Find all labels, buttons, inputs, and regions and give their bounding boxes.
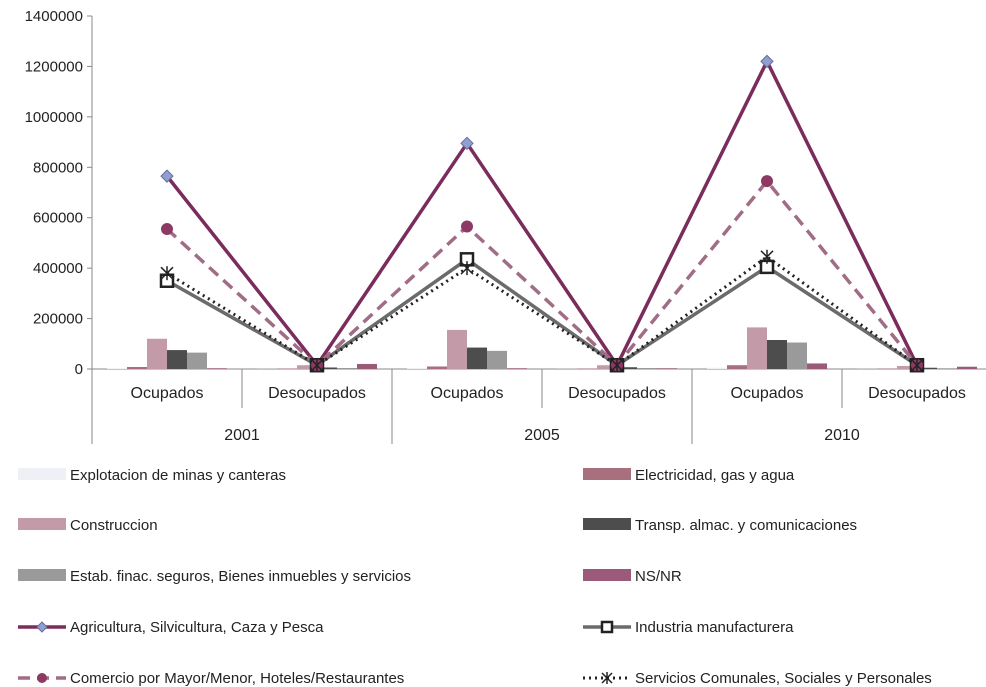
category-label: Ocupados (431, 385, 504, 402)
y-tick-label: 1400000 (25, 8, 83, 25)
line-point (160, 169, 174, 183)
bar (127, 366, 147, 369)
legend-label: Explotacion de minas y canteras (70, 467, 286, 484)
bar (297, 365, 317, 369)
legend-item: Comercio por Mayor/Menor, Hoteles/Restau… (18, 670, 404, 687)
category-label: Desocupados (868, 385, 966, 402)
bar (487, 350, 507, 369)
year-label: 2001 (224, 427, 260, 444)
bar (727, 365, 747, 369)
legend-item: Transp. almac. y comunicaciones (583, 517, 857, 534)
bar (597, 365, 617, 369)
line-point (310, 358, 324, 373)
bar (467, 347, 487, 369)
series-line (165, 178, 919, 368)
bar (447, 329, 467, 369)
line-point (160, 266, 174, 281)
legend-item: Servicios Comunales, Sociales y Personal… (583, 670, 932, 687)
legend-item: Electricidad, gas y agua (583, 467, 795, 484)
bar (407, 367, 427, 369)
y-tick-label: 800000 (33, 159, 83, 176)
bar (577, 368, 597, 369)
line-point (601, 672, 613, 684)
legend-label: Comercio por Mayor/Menor, Hoteles/Restau… (70, 670, 404, 687)
legend-label: Agricultura, Silvicultura, Caza y Pesca (70, 619, 324, 636)
y-tick-label: 0 (75, 361, 83, 378)
bar (277, 368, 297, 369)
bar (917, 367, 937, 369)
y-tick-label: 600000 (33, 210, 83, 227)
y-tick-label: 1000000 (25, 109, 83, 126)
category-label: Ocupados (131, 385, 204, 402)
legend-label: Construccion (70, 517, 158, 534)
y-tick-label: 200000 (33, 311, 83, 328)
line-point (461, 220, 473, 233)
legend-swatch (18, 569, 66, 581)
line-point (161, 223, 173, 236)
bar (427, 366, 447, 369)
category-label: Desocupados (268, 385, 366, 402)
legend-item: Explotacion de minas y canteras (18, 467, 286, 484)
category-label: Ocupados (731, 385, 804, 402)
legend-item: Estab. finac. seguros, Bienes inmuebles … (18, 568, 411, 585)
series-line (166, 257, 918, 368)
line-point (910, 358, 924, 373)
series-line (165, 57, 919, 369)
bar (207, 368, 227, 369)
bar (707, 367, 727, 369)
bar (747, 327, 767, 369)
line-point (610, 358, 624, 373)
bar (657, 368, 677, 369)
bar (897, 365, 917, 369)
line-point (37, 673, 47, 683)
legend-label: NS/NR (635, 568, 682, 585)
bar (187, 352, 207, 369)
bar (107, 368, 127, 369)
bar (147, 338, 167, 369)
bar (937, 368, 957, 369)
line-point (760, 54, 774, 69)
legend-item: Agricultura, Silvicultura, Caza y Pesca (18, 619, 324, 636)
line-point (460, 261, 474, 276)
bar (807, 363, 827, 369)
bar (957, 366, 977, 369)
bar (357, 363, 377, 369)
y-tick-label: 400000 (33, 260, 83, 277)
legend-label: Estab. finac. seguros, Bienes inmuebles … (70, 568, 411, 585)
legend-label: Servicios Comunales, Sociales y Personal… (635, 670, 932, 687)
legend-label: Electricidad, gas y agua (635, 467, 795, 484)
line-point (761, 175, 773, 188)
legend-swatch (583, 518, 631, 530)
year-label: 2010 (824, 427, 860, 444)
bar (167, 350, 187, 369)
line-point (460, 136, 474, 151)
legend-item: Construccion (18, 517, 158, 534)
legend-swatch (18, 468, 66, 480)
y-tick-label: 1200000 (25, 58, 83, 75)
legend-item: Industria manufacturera (583, 619, 794, 636)
legend-label: Industria manufacturera (635, 619, 794, 636)
legend-swatch (18, 518, 66, 530)
bar (507, 368, 527, 369)
line-point (36, 621, 48, 633)
legend-swatch (583, 468, 631, 480)
legend-label: Transp. almac. y comunicaciones (635, 517, 857, 534)
category-label: Desocupados (568, 385, 666, 402)
legend-swatch (583, 569, 631, 581)
bar (317, 367, 337, 369)
line-point (760, 249, 774, 264)
bar (767, 340, 787, 369)
legend-item: NS/NR (583, 568, 682, 585)
bar (337, 367, 357, 369)
year-label: 2005 (524, 427, 560, 444)
bar (617, 367, 637, 369)
bar (637, 367, 657, 369)
bar (787, 342, 807, 369)
line-point (600, 620, 614, 634)
